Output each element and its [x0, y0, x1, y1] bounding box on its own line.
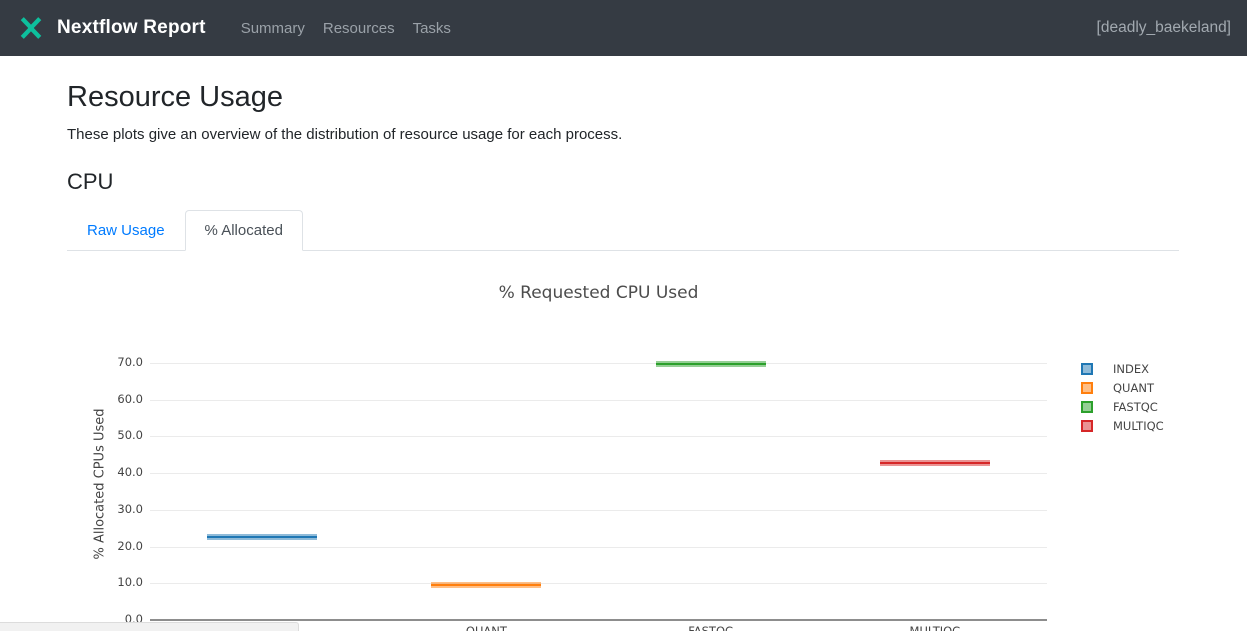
y-tick-label: 30.0	[117, 501, 143, 516]
nav-item-tasks[interactable]: Tasks	[412, 19, 451, 37]
box-trace-quant	[431, 581, 542, 588]
y-gridline	[150, 473, 1047, 475]
y-gridline	[150, 583, 1047, 585]
x-tick-label-multiqc: MULTIQC	[909, 624, 961, 631]
x-tick-label-quant: QUANT	[465, 624, 507, 631]
y-tick-label: 10.0	[117, 575, 143, 590]
legend-label: MULTIQC	[1113, 418, 1164, 433]
y-gridline	[150, 436, 1047, 438]
box-median	[879, 461, 990, 464]
box-median	[655, 363, 766, 366]
main-nav: Summary Resources Tasks	[232, 12, 460, 45]
brand-title: Nextflow Report	[57, 17, 206, 38]
box-trace-index	[207, 533, 318, 540]
nextflow-logo-icon	[20, 17, 42, 39]
legend-label: FASTQC	[1113, 399, 1158, 414]
y-tick-label: 50.0	[117, 428, 143, 443]
y-gridline	[150, 509, 1047, 511]
cpu-allocated-chart: % Requested CPU Used 0.0 10.0 20.0 30.0 40.0 5…	[0, 251, 1247, 631]
x-axis-line	[150, 619, 1047, 621]
legend-label: QUANT	[1113, 380, 1154, 395]
box-median	[431, 583, 542, 586]
y-tick-label: 40.0	[117, 465, 143, 480]
legend-swatch-icon	[1081, 419, 1093, 432]
legend-item-multiqc[interactable]: MULTIQC	[1081, 416, 1164, 435]
legend-swatch-icon	[1081, 362, 1093, 375]
page-description: These plots give an overview of the dist…	[67, 126, 623, 143]
legend-label: INDEX	[1113, 361, 1149, 376]
main-content: Resource Usage These plots give an overv…	[0, 81, 1247, 631]
chart-title: % Requested CPU Used	[498, 283, 699, 303]
page-title: Resource Usage	[67, 81, 283, 113]
y-axis-title: % Allocated CPUs Used	[92, 408, 108, 560]
legend-item-index[interactable]: INDEX	[1081, 359, 1164, 378]
nav-item-resources[interactable]: Resources	[322, 19, 395, 37]
x-tick-label-fastqc: FASTQC	[688, 624, 734, 631]
legend-item-fastqc[interactable]: FASTQC	[1081, 397, 1164, 416]
y-gridline	[150, 546, 1047, 548]
legend-swatch-icon	[1081, 381, 1093, 394]
box-trace-fastqc	[655, 361, 766, 368]
browser-status-bubble	[0, 622, 299, 631]
section-title-cpu: CPU	[67, 169, 114, 194]
box-median	[207, 535, 318, 538]
y-gridline	[150, 399, 1047, 401]
y-tick-label: 20.0	[117, 538, 143, 553]
top-navbar: Nextflow Report Summary Resources Tasks …	[0, 0, 1247, 56]
nav-item-summary[interactable]: Summary	[240, 19, 305, 37]
legend-swatch-icon	[1081, 400, 1093, 413]
legend-item-quant[interactable]: QUANT	[1081, 378, 1164, 397]
cpu-tab-bar: Raw Usage % Allocated	[67, 210, 1179, 251]
y-tick-label: 70.0	[117, 355, 143, 370]
run-name: [deadly_baekeland]	[1096, 19, 1231, 36]
box-trace-multiqc	[879, 459, 990, 466]
chart-legend: INDEX QUANT FASTQC MULTIQC	[1081, 359, 1164, 435]
y-tick-label: 60.0	[117, 391, 143, 406]
tab-raw-usage[interactable]: Raw Usage	[87, 222, 165, 239]
y-gridline	[150, 363, 1047, 365]
brand[interactable]: Nextflow Report	[16, 13, 206, 43]
tab-pct-allocated[interactable]: % Allocated	[184, 210, 303, 251]
